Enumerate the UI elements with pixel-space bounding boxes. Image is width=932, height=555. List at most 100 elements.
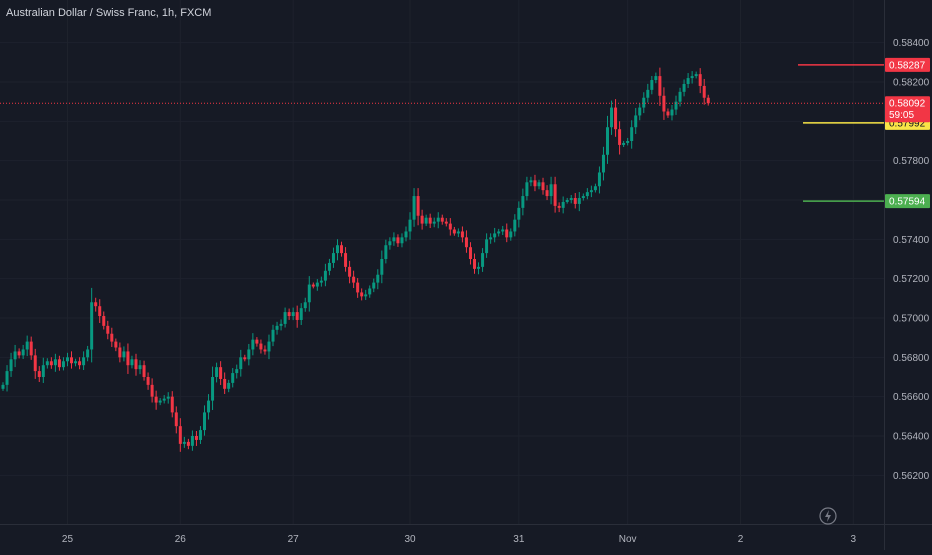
candle[interactable] (452, 229, 456, 234)
candle[interactable] (251, 339, 255, 350)
candle[interactable] (670, 109, 674, 116)
candle[interactable] (45, 361, 49, 366)
candle[interactable] (295, 312, 299, 320)
candle[interactable] (525, 182, 529, 197)
candle[interactable] (61, 361, 65, 368)
candle[interactable] (424, 217, 428, 224)
candle[interactable] (186, 441, 190, 446)
candle[interactable] (291, 312, 295, 317)
candle[interactable] (360, 292, 364, 297)
candle[interactable] (561, 201, 565, 208)
candle[interactable] (162, 398, 166, 401)
candle[interactable] (255, 339, 259, 344)
candle[interactable] (448, 223, 452, 230)
candle[interactable] (174, 412, 178, 427)
candle[interactable] (481, 253, 485, 267)
candle[interactable] (698, 74, 702, 86)
candle[interactable] (82, 357, 86, 366)
candle[interactable] (509, 231, 513, 238)
candle[interactable] (327, 262, 331, 271)
candle[interactable] (299, 308, 303, 320)
candle[interactable] (118, 347, 122, 358)
candle[interactable] (376, 274, 380, 283)
lightning-icon[interactable] (818, 506, 838, 526)
candle[interactable] (303, 302, 307, 309)
candle[interactable] (243, 357, 247, 360)
candle[interactable] (37, 371, 41, 377)
candle[interactable] (267, 341, 271, 352)
candle[interactable] (114, 341, 118, 348)
candle[interactable] (545, 190, 549, 197)
candle[interactable] (98, 306, 102, 317)
candle[interactable] (541, 182, 545, 191)
candle[interactable] (235, 369, 239, 374)
candle[interactable] (642, 97, 646, 108)
candle[interactable] (227, 382, 231, 389)
candle[interactable] (86, 349, 90, 358)
candle[interactable] (5, 371, 9, 385)
candle[interactable] (190, 436, 194, 446)
candle[interactable] (311, 284, 315, 287)
candle[interactable] (57, 359, 61, 368)
candle[interactable] (348, 266, 352, 277)
candle[interactable] (194, 436, 198, 440)
candle[interactable] (263, 349, 267, 352)
candle[interactable] (597, 172, 601, 187)
candle[interactable] (344, 253, 348, 267)
candle[interactable] (674, 101, 678, 110)
candle[interactable] (166, 396, 170, 399)
candle[interactable] (654, 76, 658, 81)
candle[interactable] (65, 357, 69, 362)
candle[interactable] (13, 351, 17, 360)
candle[interactable] (432, 221, 436, 224)
candle[interactable] (610, 107, 614, 128)
candle[interactable] (622, 142, 626, 145)
candle[interactable] (283, 312, 287, 324)
candle[interactable] (634, 115, 638, 128)
candle[interactable] (142, 365, 146, 377)
candle[interactable] (573, 198, 577, 204)
candle[interactable] (585, 192, 589, 197)
candle[interactable] (211, 377, 215, 401)
candle[interactable] (368, 288, 372, 295)
candle[interactable] (428, 217, 432, 224)
candle[interactable] (49, 361, 53, 366)
candle[interactable] (630, 127, 634, 141)
candle[interactable] (690, 76, 694, 79)
candle[interactable] (203, 412, 206, 431)
candle[interactable] (126, 351, 130, 366)
candle[interactable] (646, 89, 650, 98)
candle[interactable] (473, 259, 477, 269)
candle[interactable] (682, 83, 686, 92)
candle[interactable] (493, 233, 497, 238)
candle[interactable] (319, 280, 323, 283)
candle[interactable] (134, 359, 138, 370)
candle[interactable] (335, 245, 339, 254)
candle[interactable] (618, 129, 622, 145)
candle[interactable] (601, 154, 605, 173)
candle[interactable] (17, 351, 21, 356)
candle[interactable] (436, 217, 440, 222)
candle[interactable] (593, 186, 597, 191)
candle[interactable] (352, 276, 356, 283)
candle[interactable] (102, 316, 106, 326)
candle[interactable] (146, 377, 150, 385)
candle[interactable] (384, 245, 388, 259)
candle[interactable] (658, 76, 662, 96)
candle[interactable] (158, 400, 162, 403)
candle[interactable] (517, 207, 521, 220)
candle[interactable] (420, 215, 424, 224)
candle[interactable] (122, 351, 126, 358)
candle[interactable] (106, 325, 110, 334)
candle[interactable] (307, 284, 311, 303)
candle[interactable] (78, 361, 82, 366)
candles[interactable] (1, 67, 710, 452)
candle[interactable] (90, 302, 94, 350)
candle[interactable] (614, 107, 618, 130)
candle[interactable] (396, 237, 400, 244)
candle[interactable] (372, 282, 376, 289)
candle[interactable] (650, 80, 654, 90)
candle[interactable] (207, 400, 211, 413)
candle[interactable] (565, 200, 569, 202)
